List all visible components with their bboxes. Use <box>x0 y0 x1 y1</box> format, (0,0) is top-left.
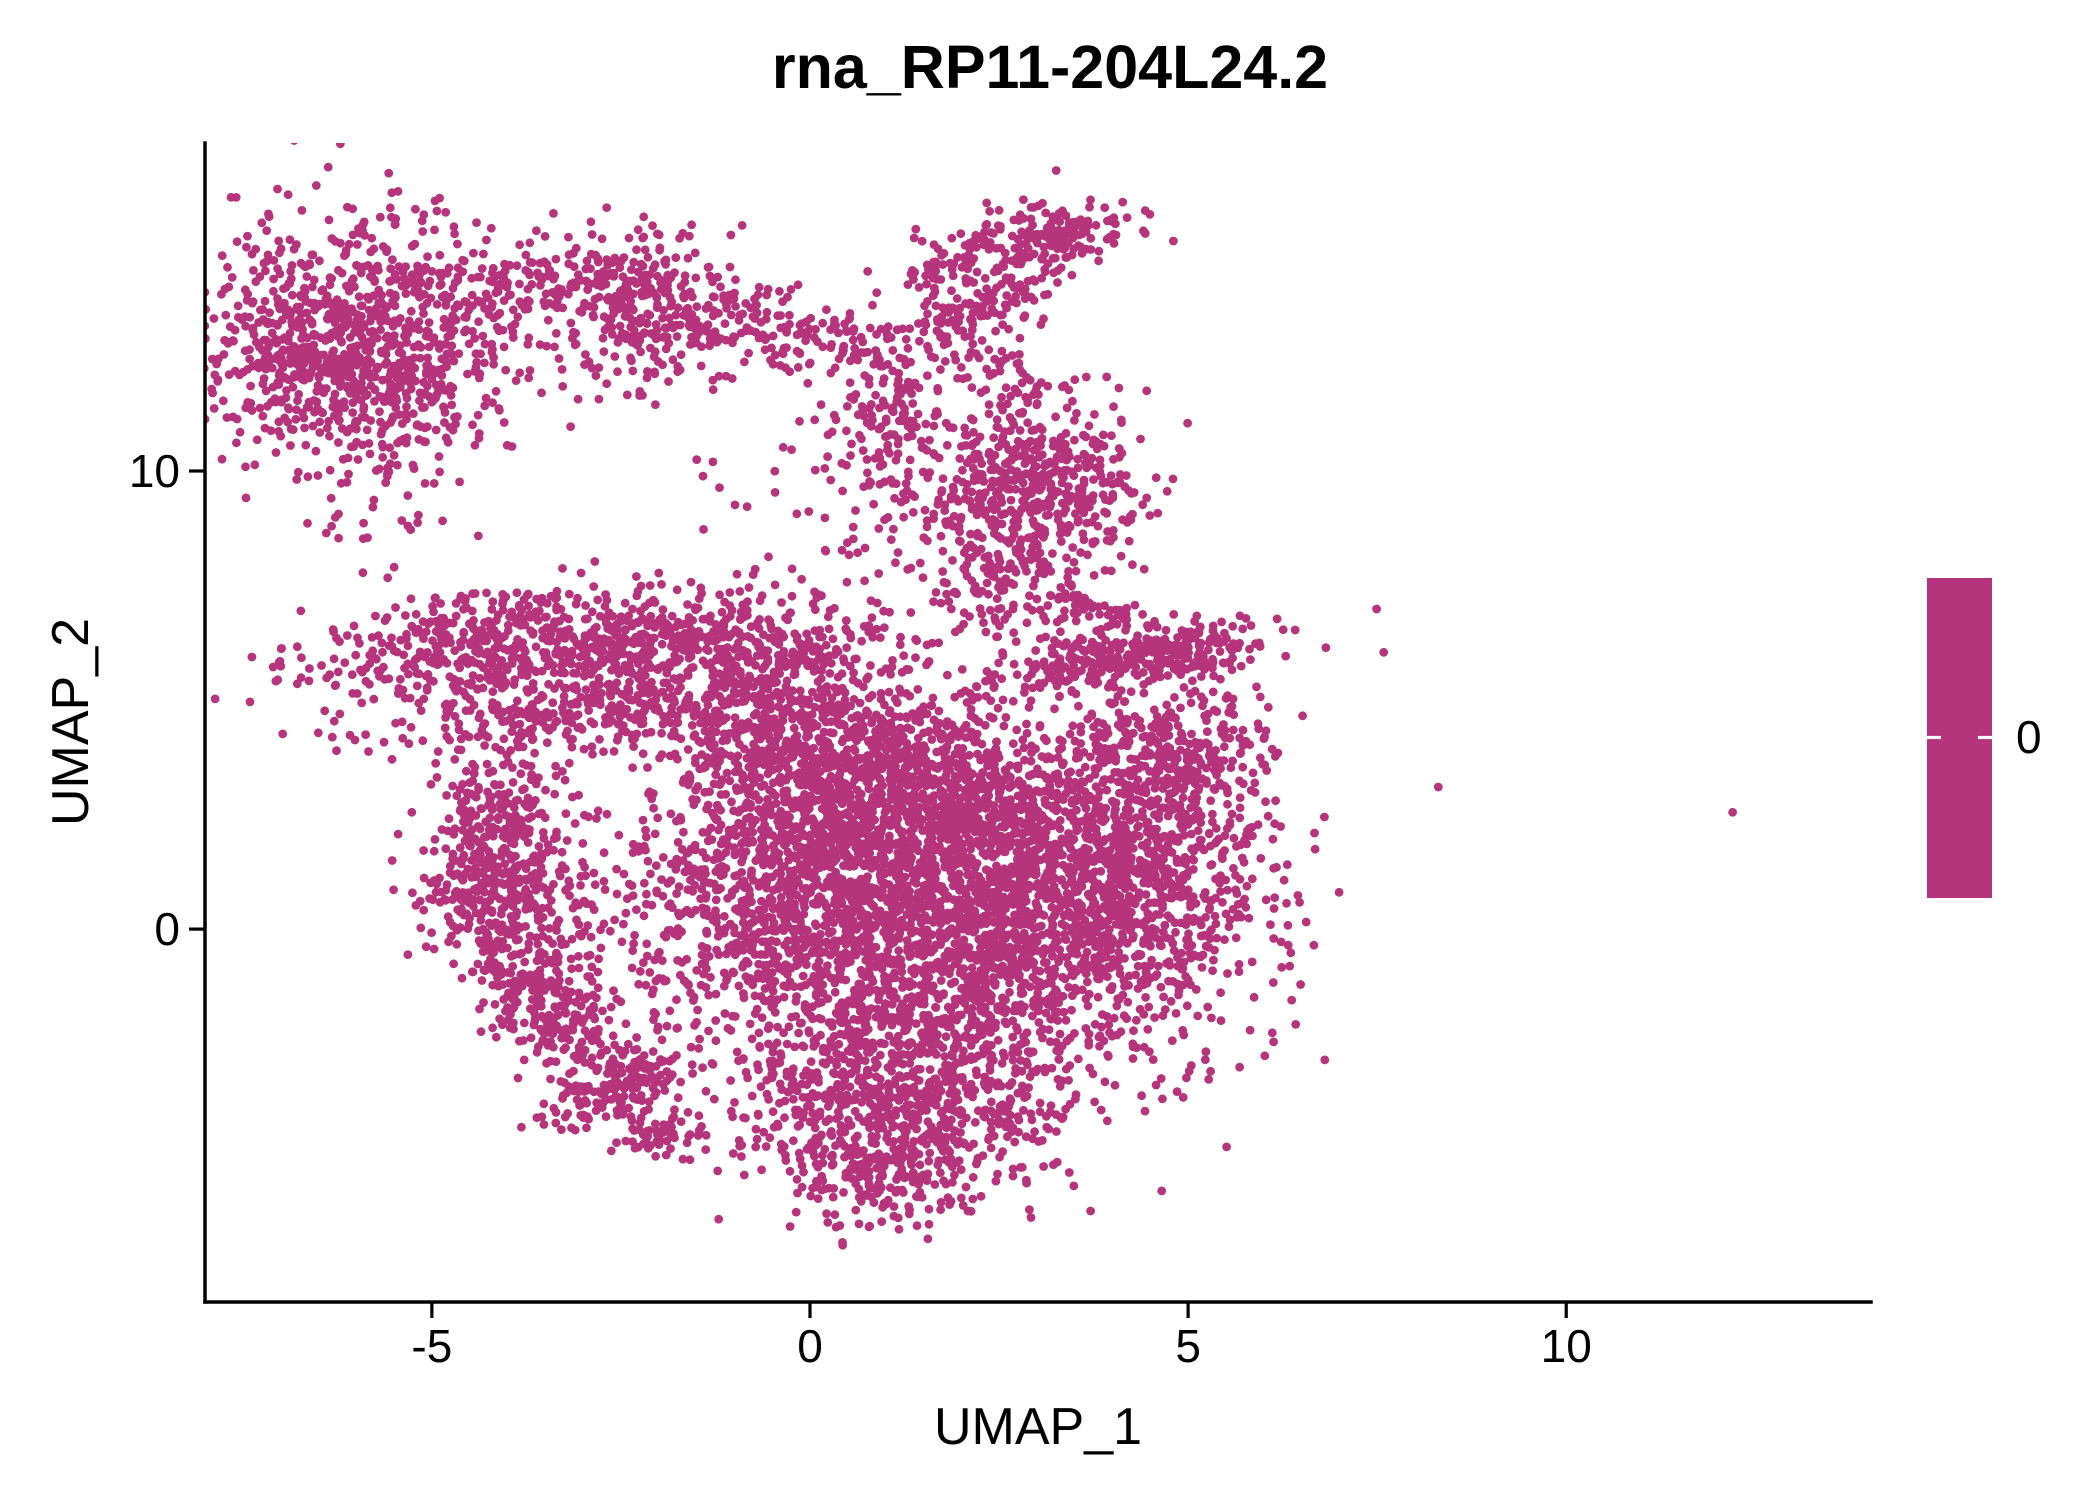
x-tick-label: 0 <box>797 1320 823 1372</box>
x-tick-label: -5 <box>411 1320 452 1372</box>
legend-colorbar: 0 <box>1927 578 2042 898</box>
outlier-point <box>1728 807 1737 817</box>
x-axis-title: UMAP_1 <box>934 1398 1142 1456</box>
y-tick-label: 10 <box>129 445 180 497</box>
scatter-points-layer <box>205 143 1443 1250</box>
x-tick-label: 5 <box>1175 1320 1201 1372</box>
x-axis-ticks: -5 0 5 10 <box>411 1303 1592 1372</box>
y-tick-label: 0 <box>154 903 180 955</box>
plot-title: rna_RP11-204L24.2 <box>772 33 1328 101</box>
y-axis-ticks: 0 10 <box>129 445 204 955</box>
legend-tick-label: 0 <box>2016 711 2042 763</box>
y-axis-title: UMAP_2 <box>42 618 100 826</box>
x-tick-label: 10 <box>1541 1320 1592 1372</box>
